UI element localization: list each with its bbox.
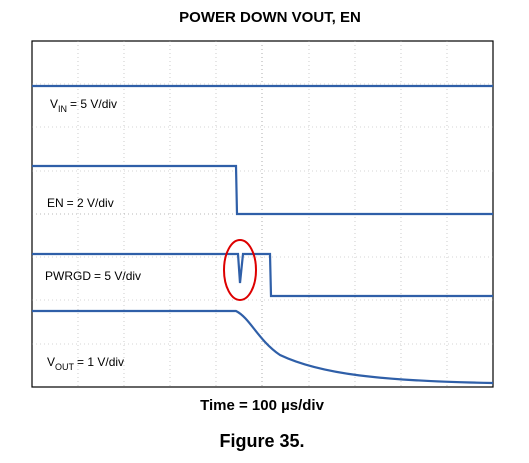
trace-label: EN = 2 V/div: [47, 196, 114, 210]
title: POWER DOWN VOUT, EN: [179, 9, 361, 26]
scale: = 1 V/div: [77, 355, 124, 369]
subscript: IN: [58, 104, 67, 114]
symbol: V: [50, 97, 58, 111]
subscript: OUT: [55, 362, 75, 372]
symbol: PWRGD: [45, 269, 91, 283]
scope-screen: VIN = 5 V/div EN = 2 V/div PWRGD = 5 V/div …: [31, 40, 494, 388]
trace-label: PWRGD = 5 V/div: [45, 269, 141, 283]
highlight-circle: [223, 239, 257, 301]
caption: Figure 35.: [219, 431, 304, 451]
scale: = 2 V/div: [67, 196, 114, 210]
trace-label: VIN = 5 V/div: [50, 97, 117, 114]
vout-trace: [32, 309, 494, 385]
trace-label: VOUT = 1 V/div: [47, 355, 124, 372]
scale: = 5 V/div: [70, 97, 117, 111]
en-trace: [32, 164, 493, 216]
pwrgd-trace: [32, 252, 493, 298]
x-label: Time = 100 µs/div: [200, 397, 325, 414]
symbol: V: [47, 355, 55, 369]
scale: = 5 V/div: [94, 269, 141, 283]
symbol: EN: [47, 196, 64, 210]
